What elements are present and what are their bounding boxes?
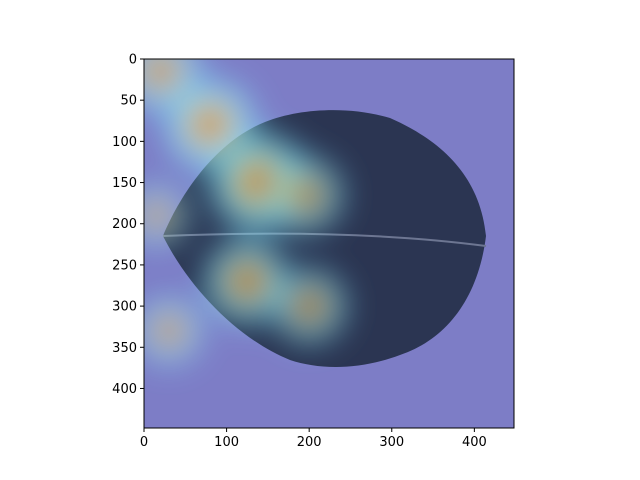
x-tick-label: 100 — [214, 435, 239, 450]
y-tick-label: 100 — [112, 135, 137, 150]
heat-hotspot — [257, 147, 353, 242]
x-tick-label: 400 — [462, 435, 487, 450]
y-tick-label: 300 — [112, 300, 137, 315]
y-tick-label: 350 — [112, 341, 137, 356]
x-tick-label: 200 — [297, 435, 322, 450]
y-tick-label: 150 — [112, 176, 137, 191]
y-tick-label: 400 — [112, 382, 137, 397]
heat-hotspot — [144, 287, 212, 374]
y-tick-label: 0 — [129, 53, 137, 68]
x-tick-label: 300 — [379, 435, 404, 450]
y-axis: 0 50 100 150 200 250 300 350 400 — [112, 53, 144, 397]
heat-hotspot — [262, 259, 356, 353]
x-axis: 0 100 200 300 400 — [140, 428, 487, 450]
plot-area — [144, 59, 514, 428]
heat-hotspot — [144, 175, 197, 256]
heat-layer — [144, 59, 356, 374]
y-tick-label: 50 — [120, 94, 137, 109]
x-tick-label: 0 — [140, 435, 148, 450]
y-tick-label: 200 — [112, 217, 137, 232]
plot-frame — [143, 58, 515, 429]
y-tick-label: 250 — [112, 258, 137, 273]
